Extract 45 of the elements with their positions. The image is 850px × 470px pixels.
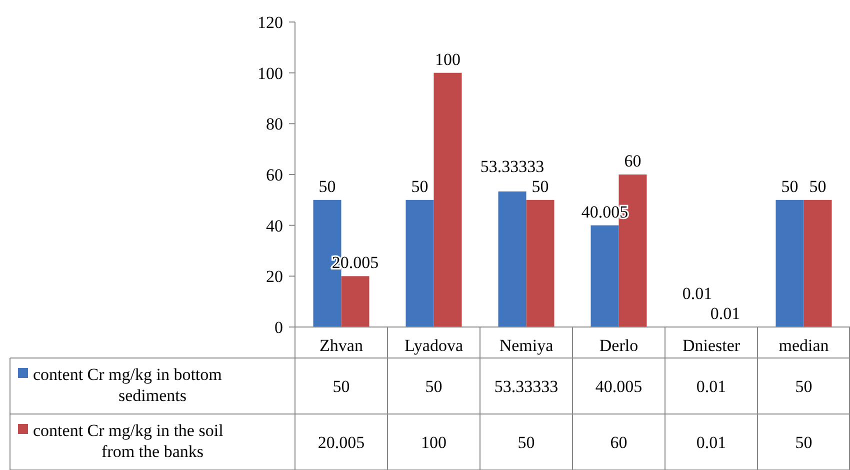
y-tick-label: 20 <box>266 267 283 286</box>
annotation: 50 <box>411 176 428 196</box>
x-tick-label: median <box>778 336 830 355</box>
data-label: 50 <box>518 432 535 452</box>
data-label: 0.01 <box>696 432 726 452</box>
annotation: 50 <box>532 176 549 196</box>
bar <box>804 200 832 327</box>
bar <box>526 200 554 327</box>
data-label: 0.01 <box>696 376 726 396</box>
annotation: 50 <box>781 176 798 196</box>
y-tick-label: 40 <box>266 216 283 236</box>
legend-label: content Cr mg/kg in the soil from the banks <box>33 420 224 461</box>
annotation: 0.01 <box>710 304 740 323</box>
annotation: 53.33333 <box>480 156 544 176</box>
x-tick-label: Zhvan <box>320 336 364 355</box>
y-tick-label: 120 <box>258 12 283 32</box>
data-label: 100 <box>421 432 446 452</box>
data-label: 53.33333 <box>494 376 558 396</box>
bar <box>341 276 370 327</box>
x-tick-label: Nemiya <box>499 336 554 355</box>
legend-label: content Cr mg/kg in bottom sediments <box>33 364 222 405</box>
data-label: 20.005 <box>318 432 365 452</box>
data-label: 50 <box>332 376 350 396</box>
bar <box>776 200 804 327</box>
bar <box>434 72 462 327</box>
annotation: 60 <box>624 152 642 170</box>
data-label: 40.005 <box>595 376 642 396</box>
annotation: 50 <box>809 176 826 196</box>
data-label: 50 <box>795 376 812 396</box>
annotation: 100 <box>435 50 460 69</box>
annotation: 0.01 <box>682 284 712 303</box>
y-tick-label: 80 <box>266 114 283 134</box>
data-label: 50 <box>795 432 812 452</box>
bar <box>590 225 619 327</box>
bar <box>498 191 526 327</box>
x-tick-label: Lyadova <box>404 336 464 355</box>
data-label: 50 <box>425 376 442 396</box>
y-tick-label: 60 <box>266 165 283 184</box>
y-tick-label: 0 <box>274 318 283 337</box>
data-label: 60 <box>610 432 628 452</box>
bar <box>406 200 434 327</box>
annotation: 50 <box>318 176 336 196</box>
y-tick-label: 100 <box>258 64 283 83</box>
x-tick-label: Derlo <box>599 336 638 355</box>
x-tick-label: Dniester <box>682 336 740 355</box>
